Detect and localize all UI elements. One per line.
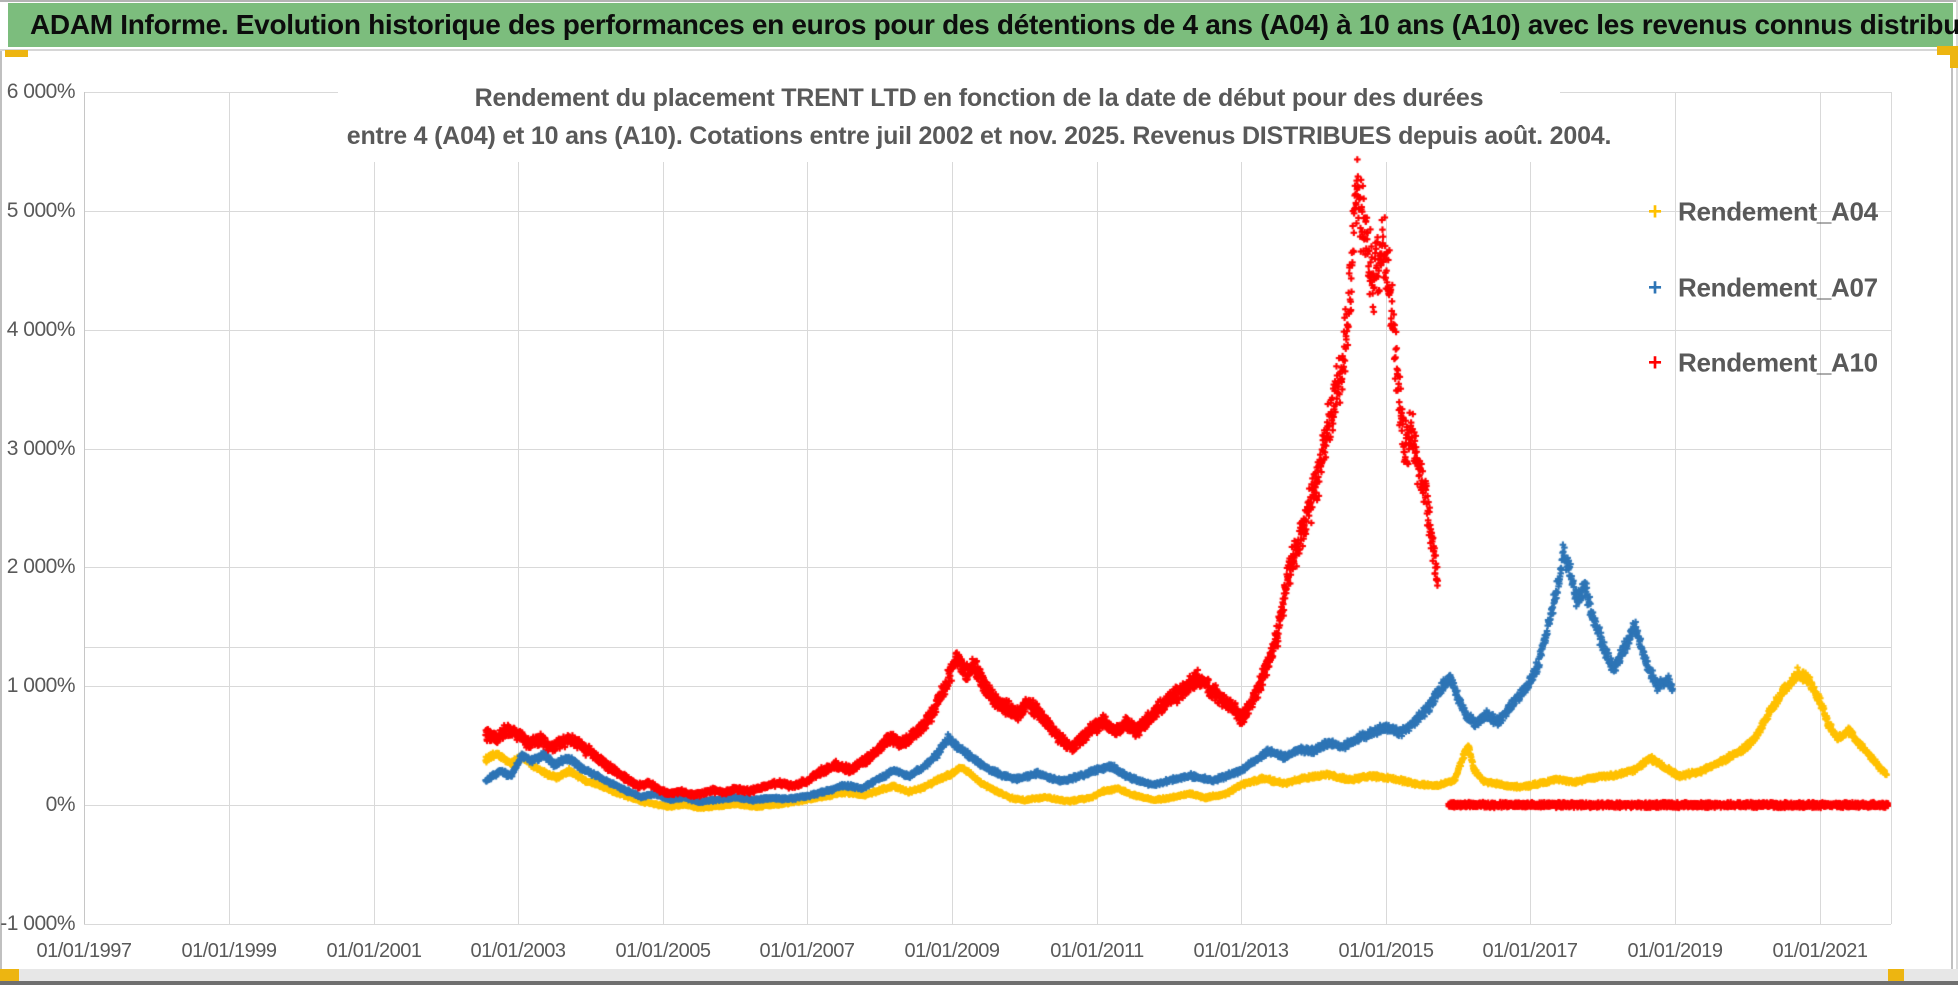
- gold-accent-bottom-left: [0, 969, 19, 981]
- legend-item-rendement_a07[interactable]: + Rendement_A07: [1648, 273, 1878, 304]
- legend-label: Rendement_A04: [1678, 196, 1878, 227]
- legend-item-rendement_a10[interactable]: + Rendement_A10: [1648, 348, 1878, 379]
- gold-accent-top-right: [1937, 46, 1958, 55]
- legend-label: Rendement_A07: [1678, 272, 1878, 303]
- gold-accent-bottom-right: [1888, 969, 1904, 981]
- header-bar: ADAM Informe. Evolution historique des p…: [8, 3, 1958, 47]
- header-underline: [0, 49, 1958, 51]
- plus-marker-red-icon: +: [1648, 349, 1663, 376]
- legend-item-rendement_a04[interactable]: + Rendement_A04: [1648, 197, 1878, 228]
- gold-accent-top-right-v: [1950, 46, 1958, 68]
- header-title: ADAM Informe. Evolution historique des p…: [30, 9, 1958, 40]
- plus-marker-blue-icon: +: [1648, 274, 1663, 301]
- legend-label: Rendement_A10: [1678, 347, 1878, 378]
- gold-accent-top-left: [5, 50, 28, 57]
- plus-marker-gold-icon: +: [1648, 198, 1663, 225]
